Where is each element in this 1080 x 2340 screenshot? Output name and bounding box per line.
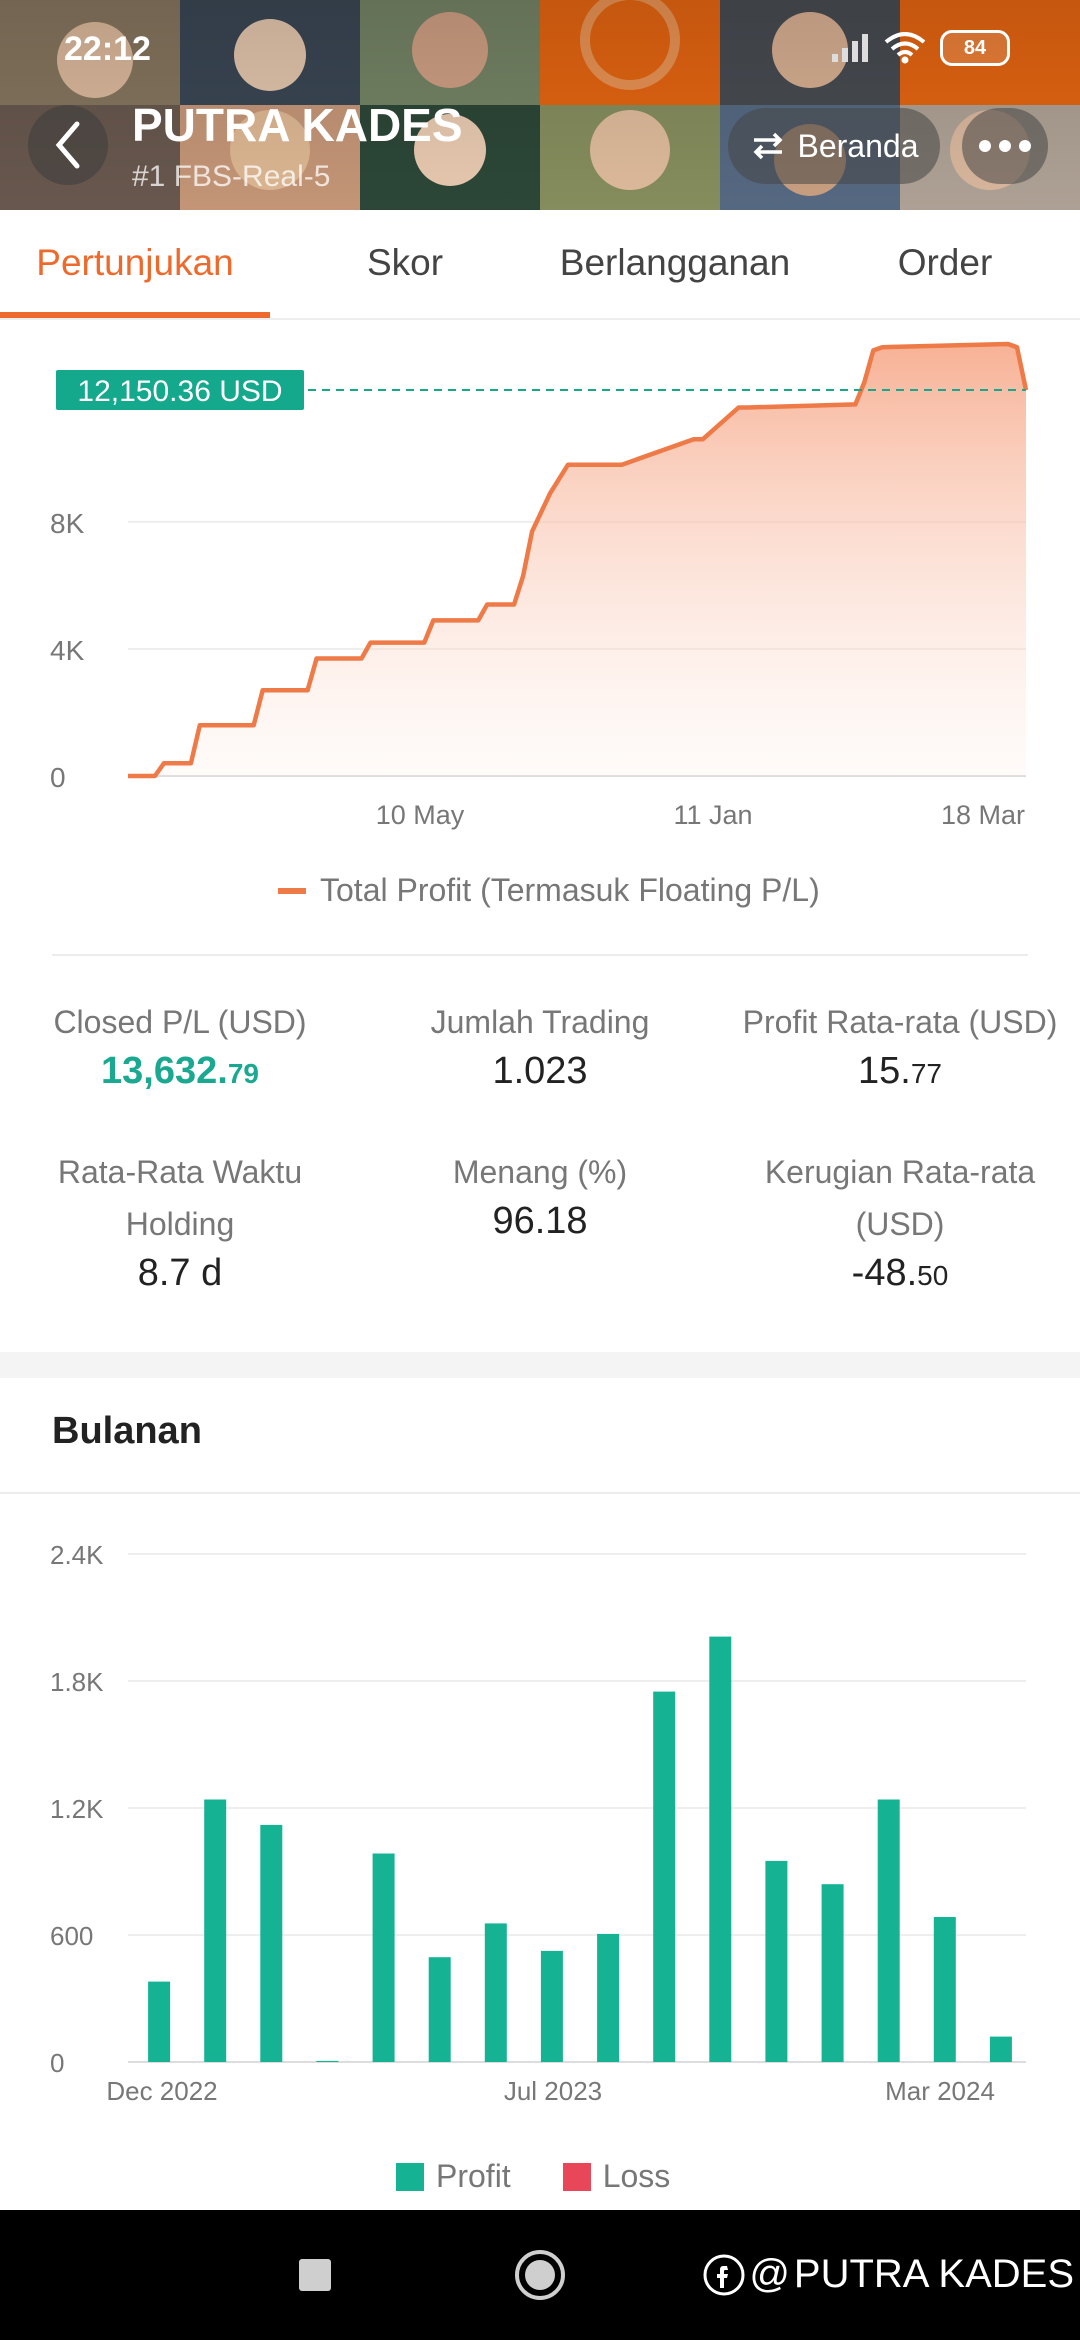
profit-bar[interactable] (989, 2036, 1012, 2062)
profit-bar[interactable] (148, 1981, 171, 2062)
y-tick-label: 1.8K (50, 1667, 104, 1697)
y-tick-label: 2.4K (50, 1540, 104, 1570)
chevron-left-icon (55, 121, 80, 169)
x-tick-label: Mar 2024 (885, 2076, 995, 2106)
y-tick-label: 8K (50, 508, 85, 539)
monthly-title: Bulanan (52, 1410, 202, 1452)
legend-profit-swatch (396, 2162, 424, 2191)
profit-bar[interactable] (597, 1933, 620, 2062)
trader-header: 22:12 84 PUTRA KADES #1 FBS-Real-5 Beran… (0, 0, 1080, 210)
recents-icon[interactable] (298, 2258, 332, 2292)
profit-bar[interactable] (821, 1884, 844, 2062)
tab-pertunjukan[interactable]: Pertunjukan (36, 242, 234, 283)
stat-avg-loss: Kerugian Rata-rata (USD) -48.50 (764, 1154, 1036, 1294)
profit-bar[interactable] (765, 1860, 788, 2062)
watermark-name: PUTRA KADES (793, 2252, 1074, 2296)
y-tick-label: 0 (50, 2048, 64, 2078)
profit-bar[interactable] (484, 1923, 507, 2062)
stat-win-rate: Menang (%) 96.18 (452, 1154, 628, 1242)
profit-area (128, 344, 1026, 776)
wifi-icon (884, 32, 926, 64)
legend-line-swatch (278, 887, 306, 894)
more-button[interactable] (962, 108, 1048, 184)
profit-bar[interactable] (540, 1950, 563, 2062)
swap-icon (753, 132, 782, 160)
y-tick-label: 0 (50, 762, 66, 793)
beranda-button[interactable]: Beranda (728, 108, 940, 184)
more-icon (979, 140, 1031, 152)
profit-bar[interactable] (372, 1853, 395, 2063)
profit-bar[interactable] (316, 2060, 339, 2062)
x-tick-label: Dec 2022 (106, 2076, 217, 2106)
y-tick-label: 4K (50, 635, 85, 666)
stat-total-trades: Jumlah Trading 1.023 (430, 1004, 650, 1092)
profit-bar[interactable] (204, 1799, 227, 2063)
total-profit-chart: 0 4K 8K 10 May 11 Jan 18 Mar 12,150.36 USD (50, 341, 1029, 830)
active-tab-indicator (0, 312, 270, 318)
profit-bar[interactable] (709, 1636, 732, 2062)
tab-order[interactable]: Order (897, 242, 993, 283)
trader-name: PUTRA KADES (132, 99, 463, 151)
system-nav-bar (0, 2210, 1080, 2340)
monthly-bar-chart: 0 600 1.2K 1.8K 2.4K Dec 2022 Jul 2023 Mar 202… (50, 1540, 1026, 2106)
facebook-icon (703, 2254, 745, 2295)
back-button[interactable] (28, 105, 108, 185)
beranda-label: Beranda (797, 127, 919, 164)
y-tick-label: 600 (50, 1921, 93, 1951)
stat-avg-holding: Rata-Rata Waktu Holding 8.7 d (57, 1154, 303, 1294)
status-icons: 84 (830, 30, 1010, 66)
current-value-label: 12,150.36 USD (77, 375, 282, 408)
battery-indicator: 84 (940, 30, 1010, 66)
watermark-text: @ (749, 2252, 790, 2296)
profit-bar[interactable] (933, 1917, 956, 2062)
profit-bar[interactable] (428, 1957, 451, 2062)
x-tick-label: Jul 2023 (504, 2076, 602, 2106)
profit-bar[interactable] (877, 1799, 900, 2063)
tab-berlangganan[interactable]: Berlangganan (559, 242, 791, 283)
monthly-legend: Profit Loss (396, 2158, 670, 2195)
x-tick-label: 18 Mar (941, 800, 1025, 830)
stat-avg-profit: Profit Rata-rata (USD) 15.77 (742, 1004, 1058, 1092)
legend-profit: Profit (436, 2158, 511, 2194)
legend-loss-swatch (562, 2162, 591, 2191)
legend-loss: Loss (602, 2158, 671, 2194)
stat-closed-pl: Closed P/L (USD) 13,632.79 (53, 1004, 307, 1092)
profit-line (128, 341, 1029, 779)
profit-legend: Total Profit (Termasuk Floating P/L) (278, 872, 820, 909)
current-value-badge (56, 370, 304, 411)
profit-bar[interactable] (260, 1824, 283, 2062)
profit-bar[interactable] (653, 1691, 676, 2062)
tab-bar: Pertunjukan Skor Berlangganan Order (0, 210, 1080, 320)
watermark: @ PUTRA KADES (703, 2252, 1074, 2297)
legend-total-profit: Total Profit (Termasuk Floating P/L) (320, 872, 820, 908)
y-tick-label: 1.2K (50, 1794, 104, 1824)
home-icon[interactable] (513, 2248, 567, 2302)
x-tick-label: 10 May (376, 800, 465, 830)
x-tick-label: 11 Jan (673, 800, 752, 830)
status-time: 22:12 (64, 30, 151, 68)
tab-skor[interactable]: Skor (366, 242, 444, 283)
trader-account: #1 FBS-Real-5 (132, 160, 331, 193)
signal-icon (832, 34, 868, 62)
